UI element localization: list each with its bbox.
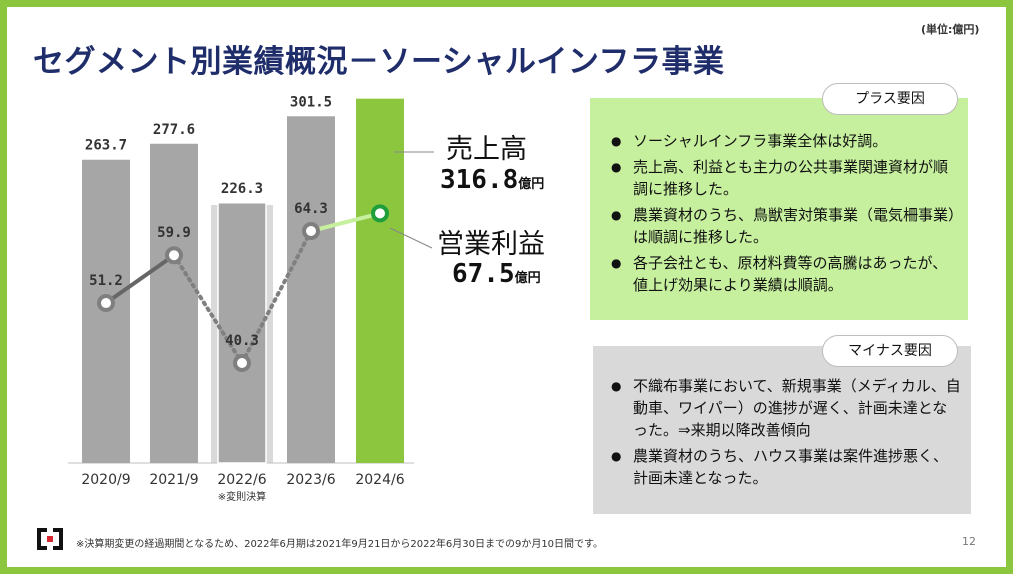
profit-point <box>97 294 115 313</box>
profit-value-label: 40.3 <box>225 333 259 349</box>
profit-line-segment <box>309 211 382 233</box>
plus-item-text: 売上高、利益とも主力の公共事業関連資材が順調に推移した。 <box>633 158 949 198</box>
list-item: ● 農業資材のうち、鳥獣害対策事業（電気柵事業）は順調に推移した。 <box>607 204 957 248</box>
revenue-bar <box>356 98 404 464</box>
minus-factors-panel <box>593 346 971 514</box>
bullet-icon: ● <box>611 208 622 222</box>
revenue-bar <box>150 143 198 463</box>
bullet-icon: ● <box>611 449 622 463</box>
list-item: ● 不織布事業において、新規事業（メディカル、自動車、ワイパー）の進捗が遅く、計画… <box>607 375 962 441</box>
plus-factors-panel <box>590 98 968 320</box>
profit-value-label: 51.2 <box>89 273 123 289</box>
profit-point <box>233 354 251 372</box>
bullet-icon: ● <box>611 134 622 148</box>
profit-callout-number: 67.5 <box>452 259 515 289</box>
revenue-bar <box>287 116 335 464</box>
revenue-value-label: 301.5 <box>290 94 332 110</box>
plus-factors-label: プラス要因 <box>822 83 958 115</box>
plus-item-text: ソーシャルインフラ事業全体は好調。 <box>633 132 888 150</box>
profit-callout-value: 67.5億円 <box>452 259 541 289</box>
revenue-callout-unit: 億円 <box>518 177 545 192</box>
profit-leader-line <box>389 227 433 249</box>
revenue-value-label: 277.6 <box>153 122 195 138</box>
category-label: 2023/6 <box>286 472 335 488</box>
profit-value-label: 59.9 <box>157 225 191 241</box>
list-item: ● 売上高、利益とも主力の公共事業関連資材が順調に推移した。 <box>607 156 957 200</box>
revenue-callout-value: 316.8億円 <box>440 165 544 195</box>
minus-item-text: 不織布事業において、新規事業（メディカル、自動車、ワイパー）の進捗が遅く、計画未… <box>633 377 961 439</box>
category-label: 2021/9 <box>149 472 198 488</box>
minus-factors-list: ● 不織布事業において、新規事業（メディカル、自動車、ワイパー）の進捗が遅く、計画… <box>607 375 962 493</box>
plus-item-text: 農業資材のうち、鳥獣害対策事業（電気柵事業）は順調に推移した。 <box>633 206 956 246</box>
list-item: ● 各子会社とも、原材料費等の高騰はあったが、値上げ効果により業績は順調。 <box>607 252 957 296</box>
unit-label: (単位:億円) <box>921 23 980 36</box>
profit-point <box>302 222 320 240</box>
revenue-value-label: 263.7 <box>85 138 127 154</box>
page-number: 12 <box>962 535 976 548</box>
profit-point <box>371 204 389 223</box>
profit-point <box>165 246 183 265</box>
profit-value-label: 64.3 <box>294 201 328 217</box>
irregular-period-note: ※変則決算 <box>218 490 266 503</box>
category-label: 2020/9 <box>81 472 130 488</box>
company-logo-icon <box>37 528 63 550</box>
page-title: セグメント別業績概況－ソーシャルインフラ事業 <box>33 44 725 80</box>
minus-factors-label: マイナス要因 <box>822 335 958 367</box>
category-label: 2024/6 <box>355 472 404 488</box>
profit-line-segment <box>240 229 313 365</box>
bullet-icon: ● <box>611 379 622 393</box>
revenue-callout-number: 316.8 <box>440 165 519 195</box>
list-item: ● ソーシャルインフラ事業全体は好調。 <box>607 130 957 152</box>
bullet-icon: ● <box>611 256 622 270</box>
profit-line-segment <box>172 253 244 365</box>
profit-line-segment <box>104 253 176 306</box>
plus-factors-list: ● ソーシャルインフラ事業全体は好調。 ● 売上高、利益とも主力の公共事業関連資材が… <box>607 130 957 300</box>
footnote: ※決算期変更の経過期間となるため、2022年6月期は2021年9月21日から20… <box>76 539 604 550</box>
plus-item-text: 各子会社とも、原材料費等の高騰はあったが、値上げ効果により業績は順調。 <box>633 254 948 294</box>
revenue-value-label: 226.3 <box>221 181 263 197</box>
revenue-callout-title: 売上高 <box>446 134 527 165</box>
minus-item-text: 農業資材のうち、ハウス事業は案件進捗悪く、計画未達となった。 <box>633 447 949 487</box>
category-label: 2022/6 <box>217 472 266 488</box>
profit-callout-unit: 億円 <box>514 271 541 286</box>
profit-callout-title: 営業利益 <box>437 229 545 260</box>
list-item: ● 農業資材のうち、ハウス事業は案件進捗悪く、計画未達となった。 <box>607 445 962 489</box>
bullet-icon: ● <box>611 160 622 174</box>
